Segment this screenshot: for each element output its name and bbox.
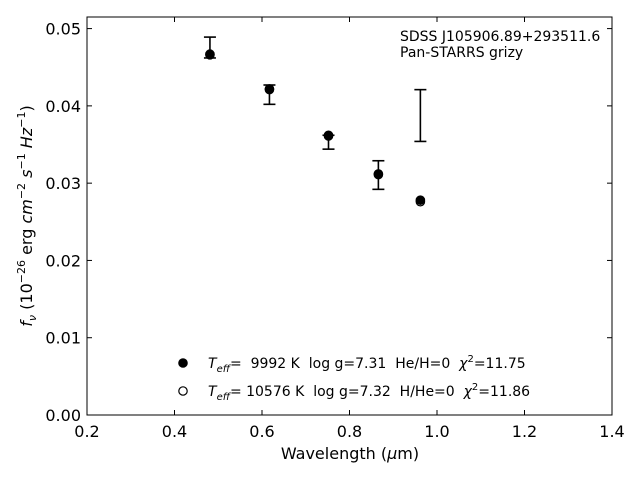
x-tick-label: 0.2 [74, 422, 99, 441]
legend: Teff= 9992 K log g=7.31 He/H=0 χ2=11.75 T… [178, 354, 530, 403]
model-point-open [205, 50, 215, 60]
y-tick-label: 0.00 [45, 406, 81, 425]
x-axis-label: Wavelength (μm) [281, 444, 419, 463]
data-points [205, 49, 426, 207]
y-axis-label: fν (10−26 erg cm−2 s−1 Hz−1) [15, 105, 39, 326]
x-tick-label: 1.0 [424, 422, 449, 441]
model-point-open [323, 131, 334, 141]
y-tick-label: 0.05 [45, 20, 81, 39]
y-tick-label: 0.03 [45, 174, 81, 193]
x-tick-label: 1.4 [599, 422, 624, 441]
model-point-open [264, 84, 275, 95]
legend-entry: Teff= 10576 K log g=7.32 H/He=0 χ2=11.86 [208, 382, 530, 403]
legend-marker-open [178, 386, 188, 396]
model-point-open [373, 169, 384, 180]
legend-marker-filled [178, 358, 188, 368]
y-tick-label: 0.01 [45, 329, 81, 348]
x-tick-label: 0.4 [162, 422, 187, 441]
legend-entry: Teff= 9992 K log g=7.31 He/H=0 χ2=11.75 [208, 354, 526, 375]
x-tick-label: 0.6 [249, 422, 274, 441]
y-tick-label: 0.02 [45, 251, 81, 270]
annotation-survey: Pan-STARRS grizy [400, 45, 523, 61]
model-point-open [415, 196, 426, 207]
axis-ticks: 0.2 0.4 0.6 0.8 1.0 1.2 1.4 0.00 0.01 0.02 0.03 0.0… [45, 17, 625, 441]
plot-area [86, 16, 613, 416]
x-tick-label: 1.2 [512, 422, 537, 441]
y-tick-label: 0.04 [45, 97, 81, 116]
x-tick-label: 0.8 [337, 422, 362, 441]
annotation-object-name: SDSS J105906.89+293511.6 [400, 29, 600, 45]
